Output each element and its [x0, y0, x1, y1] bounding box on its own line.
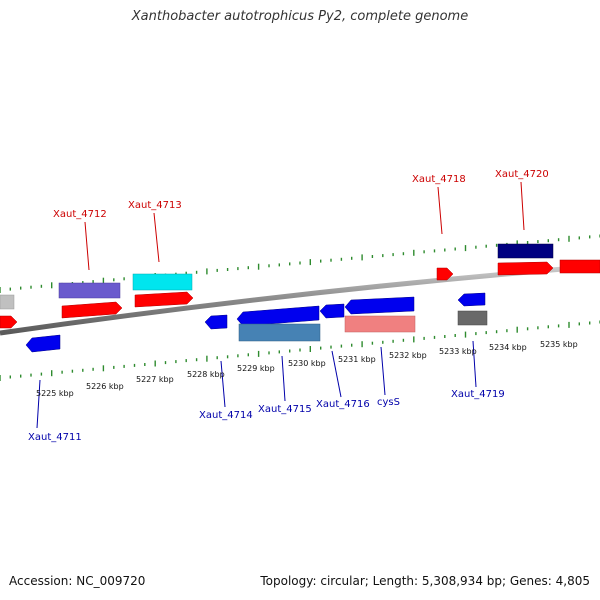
- scale-label: 5233 kbp: [439, 347, 477, 356]
- gene-arrow[interactable]: [236, 305, 320, 327]
- genome-backbone: [0, 263, 600, 336]
- scale-labels: 5225 kbp 5226 kbp 5227 kbp 5228 kbp 5229…: [36, 340, 578, 398]
- genome-info-text: Topology: circular; Length: 5,308,934 bp…: [260, 574, 590, 588]
- genes-outer: [0, 243, 600, 329]
- scale-label: 5231 kbp: [338, 355, 376, 364]
- gene-arrow[interactable]: [204, 314, 228, 330]
- gene-arrow[interactable]: [319, 303, 345, 319]
- gene-label-xaut-4720[interactable]: Xaut_4720: [495, 169, 549, 180]
- gene-label-xaut-4715[interactable]: Xaut_4715: [258, 404, 312, 415]
- callout-lines: [36, 181, 525, 429]
- gene-box[interactable]: [457, 310, 488, 326]
- genes-inner: [25, 292, 488, 353]
- gene-box[interactable]: [497, 243, 554, 259]
- inner-gene-labels: Xaut_4711 Xaut_4714 Xaut_4715 Xaut_4716 …: [28, 389, 505, 443]
- gene-arrow[interactable]: [25, 334, 61, 353]
- gene-box[interactable]: [238, 323, 321, 342]
- gene-label-xaut-4713[interactable]: Xaut_4713: [128, 200, 182, 211]
- outer-gene-labels: Xaut_4712 Xaut_4713 Xaut_4718 Xaut_4720: [53, 169, 549, 220]
- gene-label-xaut-4712[interactable]: Xaut_4712: [53, 209, 107, 220]
- gene-box[interactable]: [0, 294, 15, 310]
- gene-arrow[interactable]: [344, 296, 415, 315]
- scale-label: 5234 kbp: [489, 343, 527, 352]
- gene-label-xaut-4711[interactable]: Xaut_4711: [28, 432, 82, 443]
- gene-arrow[interactable]: [0, 315, 18, 329]
- gene-box[interactable]: [132, 273, 193, 291]
- scale-label: 5225 kbp: [36, 389, 74, 398]
- scale-label: 5228 kbp: [187, 370, 225, 379]
- accession-text: Accession: NC_009720: [9, 574, 146, 588]
- scale-label: 5230 kbp: [288, 359, 326, 368]
- scale-label: 5229 kbp: [237, 364, 275, 373]
- scale-label: 5226 kbp: [86, 382, 124, 391]
- gene-label-xaut-4714[interactable]: Xaut_4714: [199, 410, 253, 421]
- chart-title: Xanthobacter autotrophicus Py2, complete…: [131, 9, 469, 24]
- gene-arrow[interactable]: [134, 291, 194, 308]
- gene-box[interactable]: [58, 282, 121, 299]
- gene-arrow[interactable]: [61, 301, 123, 319]
- tick-row-inner: [0, 320, 600, 381]
- gene-label-xaut-4719[interactable]: Xaut_4719: [451, 389, 505, 400]
- gene-label-xaut-4718[interactable]: Xaut_4718: [412, 174, 466, 185]
- gene-arrow[interactable]: [497, 261, 554, 276]
- gene-label-xaut-4716[interactable]: Xaut_4716: [316, 399, 370, 410]
- gene-box[interactable]: [559, 259, 600, 274]
- gene-arrow[interactable]: [436, 267, 454, 281]
- gene-box[interactable]: [344, 315, 416, 333]
- gene-arrow[interactable]: [457, 292, 486, 307]
- gene-label-cyss[interactable]: cysS: [377, 397, 400, 408]
- scale-label: 5235 kbp: [540, 340, 578, 349]
- scale-label: 5227 kbp: [136, 375, 174, 384]
- scale-label: 5232 kbp: [389, 351, 427, 360]
